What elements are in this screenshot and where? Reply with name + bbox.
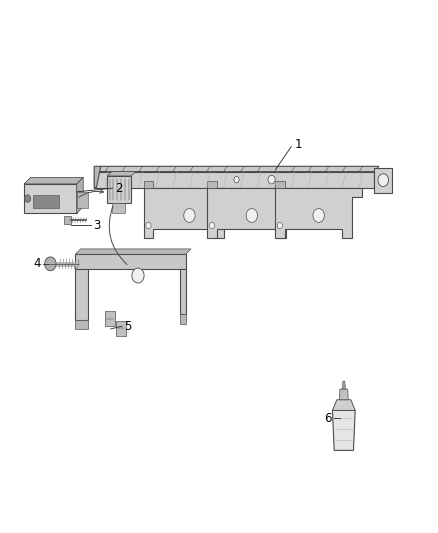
Circle shape (277, 222, 283, 229)
Text: 5: 5 (124, 320, 131, 333)
Polygon shape (94, 166, 101, 188)
Text: 3: 3 (93, 219, 101, 232)
Circle shape (146, 222, 151, 229)
Polygon shape (374, 168, 392, 193)
Polygon shape (207, 188, 295, 238)
Polygon shape (275, 188, 362, 238)
Circle shape (378, 174, 389, 187)
Polygon shape (75, 249, 191, 254)
Polygon shape (107, 176, 131, 203)
Polygon shape (180, 314, 186, 324)
Polygon shape (24, 177, 83, 184)
Polygon shape (94, 172, 374, 188)
Polygon shape (332, 400, 355, 410)
FancyArrowPatch shape (79, 189, 103, 197)
Circle shape (209, 222, 215, 229)
Circle shape (268, 175, 275, 184)
Circle shape (234, 176, 239, 183)
Polygon shape (332, 410, 355, 450)
Text: 2: 2 (115, 182, 122, 195)
Polygon shape (77, 192, 88, 208)
Polygon shape (75, 320, 88, 329)
Polygon shape (144, 181, 153, 188)
Text: 1: 1 (294, 139, 302, 151)
Polygon shape (107, 172, 136, 176)
Polygon shape (64, 216, 71, 224)
FancyArrowPatch shape (109, 206, 127, 264)
Circle shape (313, 208, 324, 222)
Polygon shape (207, 181, 217, 188)
Circle shape (184, 208, 195, 222)
Polygon shape (180, 269, 186, 314)
Circle shape (246, 208, 258, 222)
Polygon shape (144, 188, 233, 238)
Polygon shape (275, 181, 285, 188)
Polygon shape (116, 321, 126, 336)
Polygon shape (112, 203, 125, 213)
Circle shape (25, 195, 31, 203)
Polygon shape (75, 269, 88, 320)
Polygon shape (77, 177, 83, 213)
Polygon shape (24, 184, 77, 213)
Polygon shape (33, 195, 59, 208)
Text: 4: 4 (33, 257, 41, 270)
Polygon shape (342, 381, 346, 389)
Polygon shape (105, 311, 115, 326)
Circle shape (132, 268, 144, 283)
Polygon shape (96, 166, 379, 172)
Circle shape (45, 257, 56, 271)
Text: 6: 6 (324, 412, 332, 425)
Polygon shape (339, 389, 348, 400)
Polygon shape (75, 254, 186, 269)
